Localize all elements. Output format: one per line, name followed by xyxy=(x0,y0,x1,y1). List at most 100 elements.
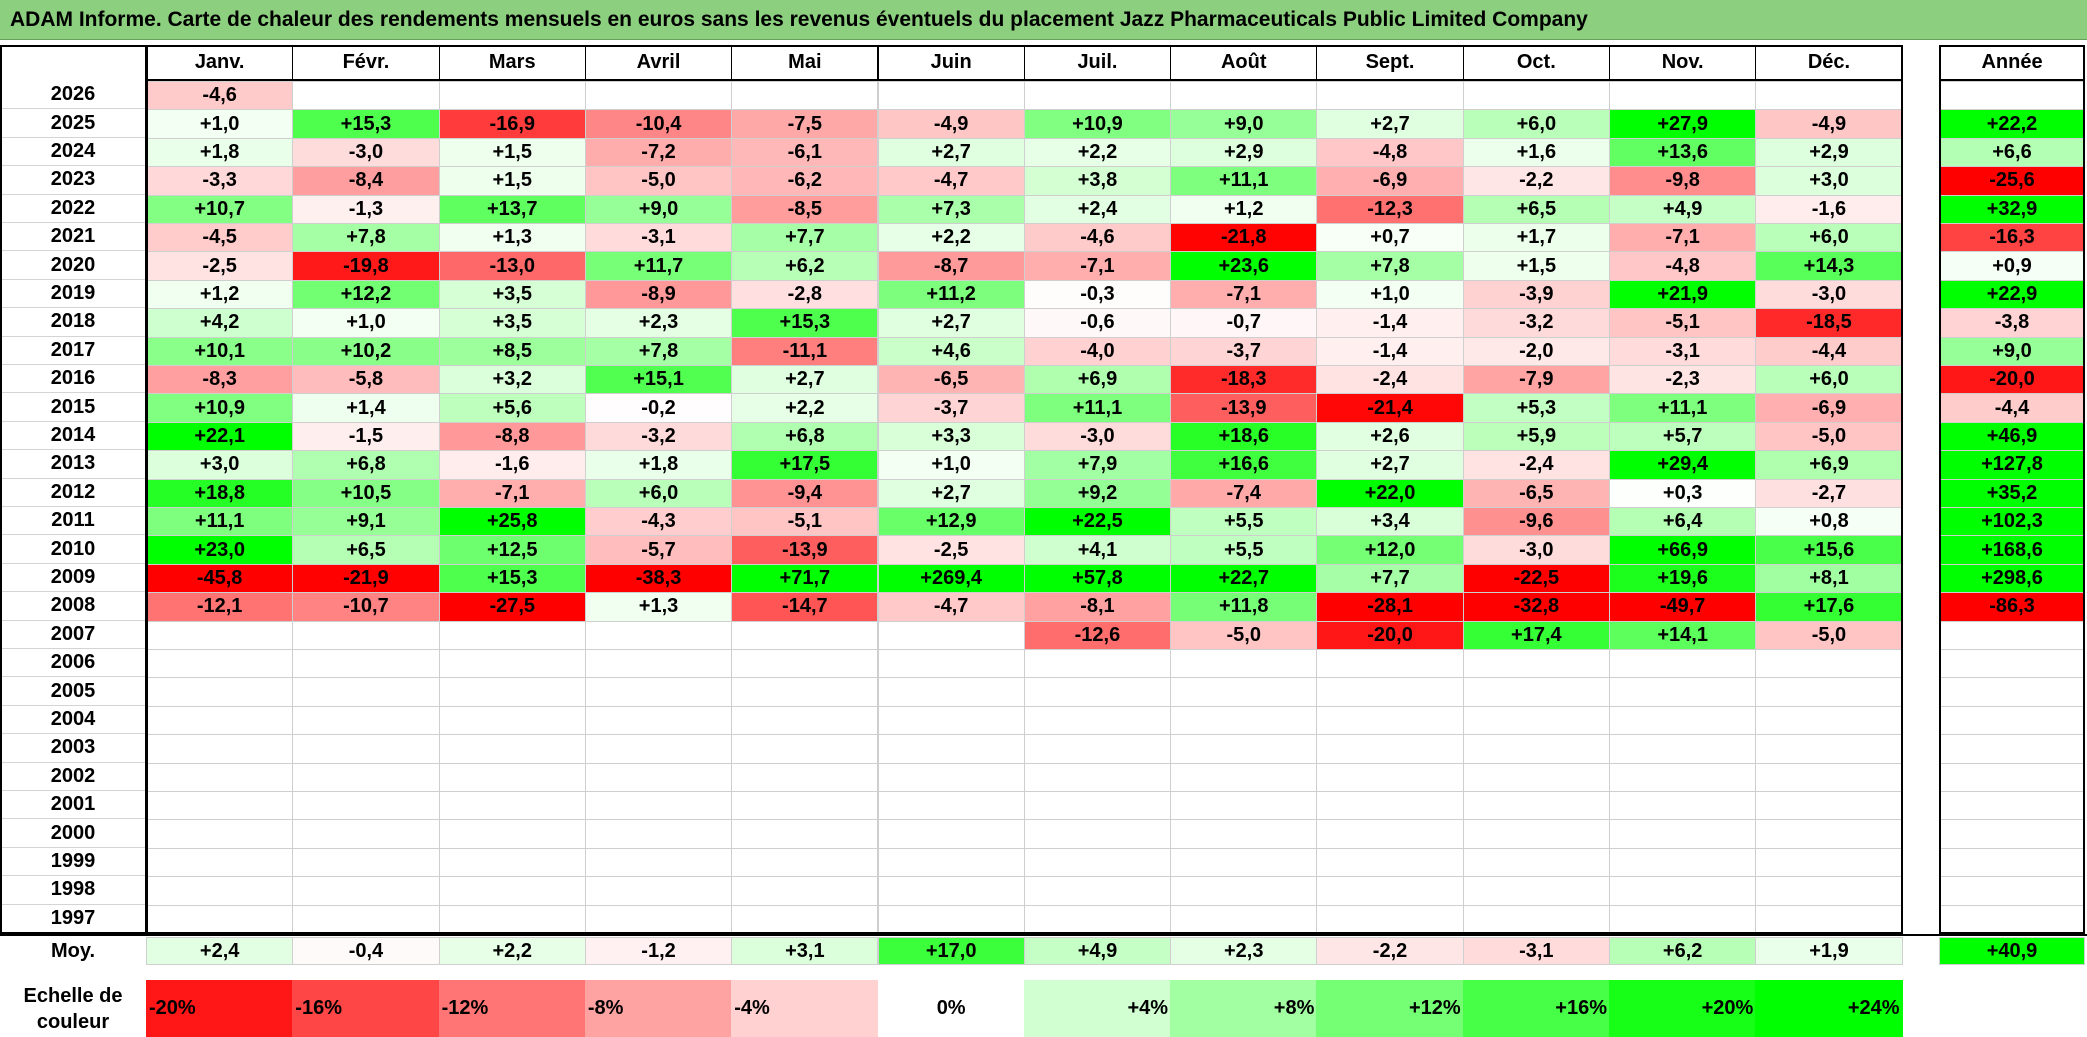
heatmap-cell: +15,1 xyxy=(584,365,733,395)
annual-cell xyxy=(1939,677,2085,707)
heatmap-cell: +1,0 xyxy=(877,450,1025,480)
heatmap-cell: -6,1 xyxy=(731,137,879,168)
year-label: 2002 xyxy=(0,763,146,791)
year-label: 2016 xyxy=(0,365,146,394)
heatmap-cell: -7,4 xyxy=(1170,478,1318,508)
heatmap-cell: -4,9 xyxy=(1755,109,1903,139)
heatmap-cell xyxy=(1316,81,1464,111)
heatmap-cell xyxy=(1170,762,1318,792)
heatmap-cell: +3,0 xyxy=(146,450,294,480)
heatmap-cell: +22,7 xyxy=(1170,563,1318,594)
heatmap-cell: -0,6 xyxy=(1023,308,1172,338)
heatmap-cell: +18,6 xyxy=(1170,421,1318,452)
heatmap-cell: -4,7 xyxy=(877,166,1025,196)
year-label: 2004 xyxy=(0,706,146,735)
heatmap-cell xyxy=(1755,762,1903,792)
heatmap-cell xyxy=(292,847,440,878)
year-label: 2013 xyxy=(0,450,146,479)
heatmap-cell xyxy=(584,705,733,736)
heatmap-cell: +0,3 xyxy=(1609,478,1757,508)
annual-cell: -86,3 xyxy=(1939,592,2085,622)
annual-cell xyxy=(1939,876,2085,906)
heatmap-cell: -13,9 xyxy=(1170,393,1318,423)
heatmap-cell xyxy=(146,762,294,792)
heatmap-cell: -5,0 xyxy=(1755,620,1903,650)
heatmap-cell xyxy=(877,677,1025,707)
heatmap-cell xyxy=(1609,677,1757,707)
heatmap-cell: +4,9 xyxy=(1609,194,1757,224)
heatmap-cell: +3,2 xyxy=(438,365,586,395)
heatmap-cell: +10,9 xyxy=(1023,109,1172,139)
annual-cell: -25,6 xyxy=(1939,166,2085,196)
average-label: Moy. xyxy=(50,939,96,962)
heatmap-cell: +14,1 xyxy=(1609,620,1757,650)
heatmap-cell: +21,9 xyxy=(1609,279,1757,310)
heatmap-cell: -8,8 xyxy=(438,421,586,452)
average-cell: +2,3 xyxy=(1170,937,1318,965)
heatmap-cell: +10,5 xyxy=(292,478,440,508)
heatmap-cell: +2,9 xyxy=(1755,137,1903,168)
heatmap-cell: +1,5 xyxy=(438,166,586,196)
annual-cell: +127,8 xyxy=(1939,450,2085,480)
year-label: 2018 xyxy=(0,308,146,337)
heatmap-cell xyxy=(292,762,440,792)
heatmap-cell: +1,0 xyxy=(292,308,440,338)
heatmap-cell xyxy=(731,876,879,906)
year-label: 1997 xyxy=(0,905,146,933)
heatmap-cell xyxy=(1023,876,1172,906)
heatmap-cell: +3,3 xyxy=(877,421,1025,452)
heatmap-cell: -38,3 xyxy=(584,563,733,594)
heatmap-cell: +11,8 xyxy=(1170,592,1318,622)
scale-swatch: +4% xyxy=(1023,980,1172,1037)
heatmap-cell xyxy=(1755,904,1903,934)
heatmap-cell: -20,0 xyxy=(1316,620,1464,650)
heatmap-cell: +3,5 xyxy=(438,308,586,338)
heatmap-cell: -13,9 xyxy=(731,535,879,565)
annual-header: Année xyxy=(1939,45,2085,81)
heatmap-cell: +1,2 xyxy=(1170,194,1318,224)
heatmap-cell: -9,4 xyxy=(731,478,879,508)
heatmap-cell: -1,4 xyxy=(1316,308,1464,338)
heatmap-cell xyxy=(584,734,733,764)
annual-cell xyxy=(1939,819,2085,849)
month-header: Nov. xyxy=(1609,45,1757,81)
heatmap-cell: -0,3 xyxy=(1023,279,1172,310)
heatmap-cell xyxy=(292,734,440,764)
heatmap-cell: -3,0 xyxy=(1755,279,1903,310)
heatmap-cell xyxy=(1609,81,1757,111)
year-label: 2022 xyxy=(0,195,146,223)
heatmap-cell: -4,6 xyxy=(1023,223,1172,253)
scale-swatch: +8% xyxy=(1170,980,1318,1037)
heatmap-cell: -4,0 xyxy=(1023,336,1172,366)
average-cell: +2,2 xyxy=(438,937,586,965)
heatmap-cell: +269,4 xyxy=(877,563,1025,594)
heatmap-cell xyxy=(438,904,586,934)
heatmap-cell: -3,3 xyxy=(146,166,294,196)
heatmap-cell: +6,0 xyxy=(1462,109,1610,139)
year-label: 2014 xyxy=(0,422,146,451)
heatmap-cell xyxy=(438,762,586,792)
average-cell: -3,1 xyxy=(1462,937,1610,965)
heatmap-cell xyxy=(1023,847,1172,878)
heatmap-cell: -3,2 xyxy=(1462,308,1610,338)
heatmap-cell: -9,8 xyxy=(1609,166,1757,196)
month-header: Juil. xyxy=(1023,45,1172,81)
heatmap-cell xyxy=(877,791,1025,821)
month-header: Févr. xyxy=(292,45,440,81)
heatmap-cell: -7,2 xyxy=(584,137,733,168)
annual-cell: +22,2 xyxy=(1939,109,2085,139)
year-label: 2024 xyxy=(0,138,146,167)
heatmap-cell xyxy=(1023,791,1172,821)
heatmap-cell xyxy=(1023,677,1172,707)
heatmap-cell: +6,9 xyxy=(1023,365,1172,395)
heatmap-cell xyxy=(438,705,586,736)
average-separator xyxy=(0,934,2087,936)
heatmap-cell: -4,3 xyxy=(584,507,733,537)
year-label: 2008 xyxy=(0,592,146,621)
heatmap-cell: +10,9 xyxy=(146,393,294,423)
heatmap-cell xyxy=(1462,677,1610,707)
annual-cell: +0,9 xyxy=(1939,251,2085,281)
scale-swatch: -16% xyxy=(292,980,440,1037)
heatmap-cell: -6,5 xyxy=(1462,478,1610,508)
heatmap-cell: -45,8 xyxy=(146,563,294,594)
